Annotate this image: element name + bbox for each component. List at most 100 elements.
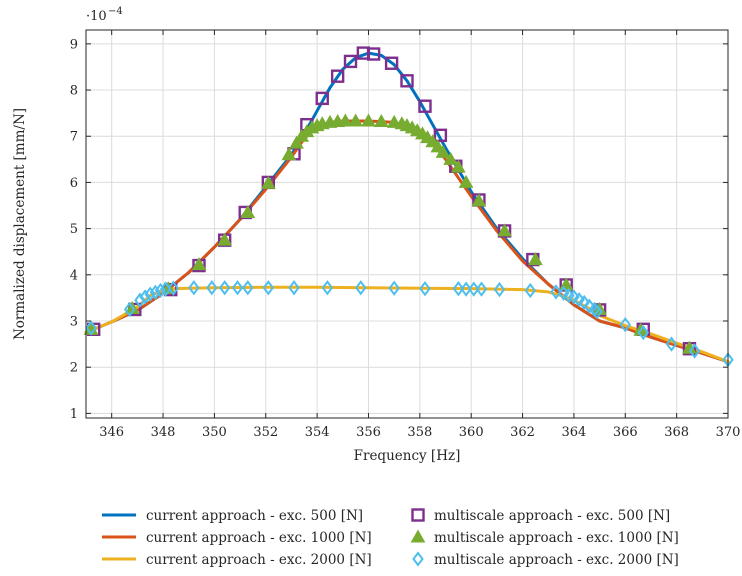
series-5-point [443,151,459,165]
series-6-point [619,317,632,333]
series-6-point [188,280,200,296]
series-6-point [583,298,596,314]
series-5-point [458,174,474,188]
y-exponent-power: −4 [108,6,123,17]
series-5-point [240,204,256,218]
y-tick-label: 3 [70,315,78,330]
y-axis-title: Normalized displacement [mm/N] [12,108,28,340]
series-5-point [260,175,276,189]
x-tick-label: 362 [510,425,535,440]
series-6-point [578,294,590,311]
x-axis-title: Frequency [Hz] [354,448,461,464]
legend-label-6: multiscale approach - exc. 2000 [N] [434,552,679,568]
series-6-point [134,292,146,308]
series-6-point [206,280,218,296]
series-5-point [373,113,389,127]
series-6-point [288,280,300,296]
series-6-point [123,301,136,318]
y-tick-label: 7 [70,130,78,145]
series-5-point [528,252,543,266]
series-6-point [475,281,488,297]
series-5-point [217,232,233,246]
x-tick-label: 356 [356,425,381,440]
y-tick-label: 1 [70,407,78,422]
series-6-point [665,336,678,352]
series-6-point [524,282,537,299]
series-5-point [497,223,512,237]
series-6-point [388,280,400,296]
series-6-point [550,284,562,300]
series-6-point [85,320,97,336]
y-tick-label: 2 [70,361,78,376]
series-6-point [688,343,701,359]
series-4-point [343,54,358,69]
series-6-point [468,281,480,297]
grid [86,30,729,418]
series-6-point [167,280,180,296]
series-6-point [139,289,151,305]
x-tick-label: 368 [664,425,689,440]
series-5-point [348,113,363,127]
y-tick-label: 9 [70,37,78,52]
series-6-point [419,280,431,297]
series-6-point [452,280,465,297]
y-exponent-base: ·10 [86,9,107,24]
series-5-point [191,257,207,271]
x-tick-label: 354 [305,425,330,440]
series-line-3 [84,285,730,364]
axis-ticks: 346 348 350 352 354 356 358 360 362 364 366 368 3701… [70,30,741,440]
series-6-point [218,280,231,296]
series-6-point [591,304,603,320]
y-tick-label: 8 [70,84,78,99]
series-4-point [433,128,448,143]
series-6-point [231,280,244,296]
series-5-point [471,193,487,207]
series-4-point [366,47,381,61]
legend-label-2: current approach - exc. 1000 [N] [146,530,372,546]
plot-data [83,46,734,368]
series-6-point [144,286,156,302]
series-6-point [460,281,472,297]
series-6-point [262,280,275,296]
x-tick-label: 364 [562,425,587,440]
series-6-point [149,284,162,301]
series-4-point [330,69,345,83]
series-6-point [355,280,367,296]
x-tick-label: 350 [202,425,227,440]
x-tick-label: 348 [151,425,176,440]
series-5-point [338,113,353,127]
x-tick-label: 346 [99,425,124,440]
series-4-point [418,99,432,113]
y-exponent-label: ·10 −4 [86,6,123,24]
legend-label-4: multiscale approach - exc. 500 [N] [434,508,670,524]
x-tick-label: 358 [407,425,432,440]
series-5-point [289,135,304,149]
series-4-point [384,56,399,70]
series-6-point [154,282,167,299]
y-tick-label: 4 [70,268,78,283]
legend-label-3: current approach - exc. 2000 [N] [146,552,372,568]
series-5-point [435,144,451,158]
x-tick-label: 360 [459,425,484,440]
x-tick-label: 366 [613,425,638,440]
legend-marker-5 [410,529,426,543]
series-6-point [242,280,254,296]
series-5-point [281,147,297,161]
y-tick-label: 6 [70,176,78,191]
plot-frame [85,29,729,419]
series-6-point [321,280,334,296]
y-tick-label: 5 [70,222,78,237]
legend-label-5: multiscale approach - exc. 1000 [N] [434,530,679,546]
x-tick-label: 352 [253,425,278,440]
series-5-point [451,159,466,173]
legend-marker-6 [412,551,424,567]
series-4-point [400,74,414,88]
series-4-point [315,91,329,106]
legend-marker-4 [411,508,425,522]
x-tick-label: 370 [716,425,741,440]
legend: current approach - exc. 500 [N] current a… [102,508,679,568]
legend-label-1: current approach - exc. 500 [N] [146,508,363,524]
series-6-point [637,324,650,341]
series-5-point [361,113,376,127]
